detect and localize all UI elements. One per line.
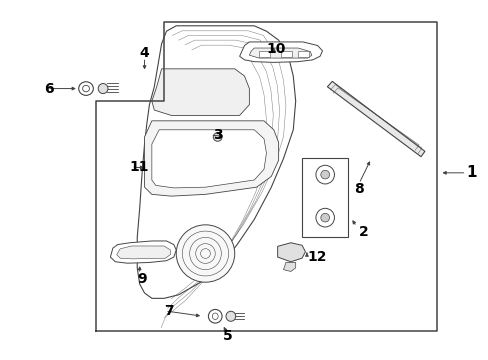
FancyBboxPatch shape [302, 158, 347, 237]
Polygon shape [277, 243, 305, 262]
Text: 1: 1 [465, 165, 475, 180]
Polygon shape [144, 121, 278, 196]
Polygon shape [152, 130, 266, 188]
Polygon shape [137, 26, 295, 298]
Ellipse shape [79, 82, 93, 95]
Text: 8: 8 [353, 182, 363, 196]
Polygon shape [249, 48, 311, 58]
Ellipse shape [176, 225, 234, 282]
Ellipse shape [82, 85, 89, 92]
Ellipse shape [98, 84, 108, 94]
Ellipse shape [213, 133, 222, 141]
Ellipse shape [320, 170, 329, 179]
Text: 4: 4 [140, 46, 149, 60]
Text: 3: 3 [212, 128, 222, 142]
Polygon shape [283, 262, 295, 271]
Text: 6: 6 [44, 82, 54, 95]
Polygon shape [327, 81, 424, 157]
FancyBboxPatch shape [298, 50, 308, 57]
Text: 11: 11 [130, 161, 149, 175]
Polygon shape [117, 246, 170, 259]
Text: 10: 10 [266, 42, 285, 56]
Ellipse shape [225, 311, 235, 321]
Text: 5: 5 [222, 329, 232, 343]
Polygon shape [152, 69, 249, 116]
Text: 9: 9 [137, 271, 146, 285]
Ellipse shape [208, 310, 222, 323]
Polygon shape [110, 241, 176, 263]
Ellipse shape [315, 165, 334, 184]
Text: 12: 12 [307, 250, 327, 264]
Ellipse shape [315, 208, 334, 227]
Ellipse shape [212, 313, 218, 319]
Text: 2: 2 [358, 225, 368, 239]
Text: 7: 7 [163, 304, 173, 318]
Polygon shape [239, 42, 322, 62]
Ellipse shape [320, 213, 329, 222]
FancyBboxPatch shape [281, 50, 291, 57]
FancyBboxPatch shape [259, 50, 269, 57]
